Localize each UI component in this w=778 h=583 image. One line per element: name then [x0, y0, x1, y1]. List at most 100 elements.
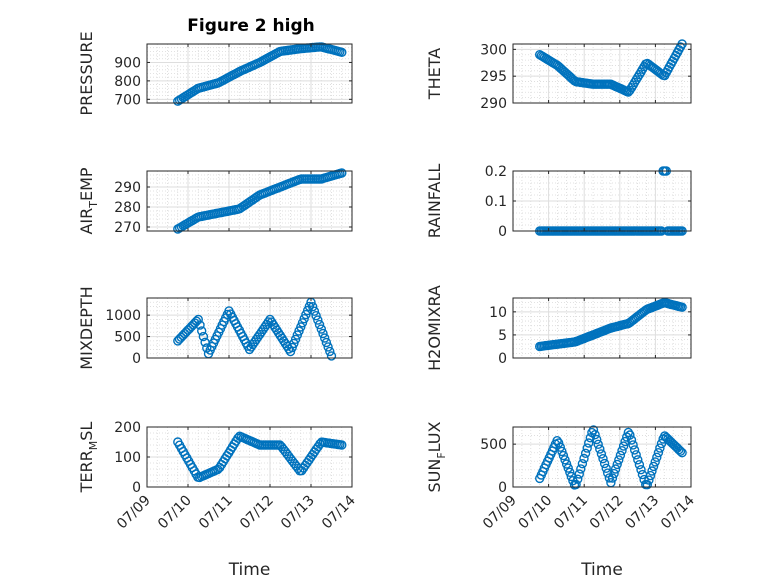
- axes-box: [146, 170, 353, 232]
- y-axis-label: TERRMSL: [77, 422, 100, 494]
- subplot-rainfall: 0 0.1 0.2 RAINFALL: [425, 164, 692, 240]
- data-point: [571, 479, 581, 490]
- y-tick-label: 290: [114, 180, 141, 196]
- y-tick-label: 295: [480, 69, 507, 85]
- x-tick-label: 07/13: [278, 493, 318, 533]
- y-axis-label: MIXDEPTH: [77, 286, 96, 369]
- y-tick-label: 200: [114, 420, 141, 436]
- data-point: [652, 452, 662, 462]
- data-point: [628, 440, 638, 450]
- y-tick-label: 0: [132, 480, 141, 496]
- y-tick-label: 5: [498, 328, 507, 344]
- y-tick-label: 0: [132, 351, 141, 367]
- data-point: [316, 324, 326, 334]
- data-point: [610, 464, 621, 474]
- data-point: [592, 434, 602, 445]
- x-axis-label: Time: [228, 560, 271, 580]
- data-point: [576, 464, 586, 474]
- data-point: [644, 475, 654, 485]
- axes-box: [146, 297, 353, 359]
- y-tick-label: 280: [114, 200, 141, 216]
- data-point: [593, 439, 603, 449]
- y-axis-label: RAINFALL: [425, 164, 444, 239]
- x-tick-label: 07/11: [551, 493, 591, 533]
- data-point: [557, 446, 567, 457]
- data-point: [573, 474, 583, 484]
- data-point: [577, 459, 588, 469]
- data-point: [612, 459, 622, 470]
- y-tick-label: 10: [489, 305, 507, 321]
- data-point: [196, 326, 207, 336]
- data-point: [653, 448, 664, 458]
- x-tick-label: 07/11: [196, 493, 236, 533]
- y-axis-label: AIRTEMP: [77, 167, 100, 234]
- y-tick-label: 0.2: [485, 164, 507, 180]
- data-point: [296, 322, 306, 332]
- data-point: [579, 453, 589, 464]
- data-point: [656, 438, 667, 449]
- y-tick-label: 100: [114, 450, 141, 466]
- x-tick-label: 07/10: [155, 493, 195, 533]
- y-axis-label: SUNFLUX: [425, 421, 448, 492]
- subplot-theta: 290 295 300 THETA: [425, 39, 692, 112]
- data-point: [674, 445, 684, 455]
- subplot-mixdepth: 0 500 1000 MIXDEPTH: [77, 286, 353, 370]
- data-point: [318, 328, 328, 339]
- data-point: [263, 317, 273, 327]
- data-point: [580, 448, 591, 458]
- data-point: [299, 314, 309, 324]
- axes-box: [146, 43, 353, 104]
- data-point: [574, 469, 584, 479]
- data-point: [195, 320, 205, 330]
- data-point: [629, 445, 640, 455]
- data-point: [595, 444, 605, 454]
- data-point: [582, 443, 592, 453]
- y-tick-label: 700: [114, 92, 141, 108]
- data-point: [588, 425, 599, 435]
- y-tick-label: 500: [114, 330, 141, 346]
- subplot-pressure: 700 800 900 PRESSURE: [77, 31, 353, 116]
- data-point: [323, 342, 333, 352]
- data-point: [645, 470, 656, 481]
- y-tick-label: 290: [480, 96, 507, 112]
- data-point: [285, 346, 296, 357]
- data-point: [655, 443, 665, 453]
- x-tick-label: 07/12: [237, 493, 277, 533]
- x-tick-label: 07/09: [480, 493, 520, 533]
- data-point: [555, 442, 565, 452]
- data-point: [618, 441, 629, 451]
- y-tick-label: 0.1: [485, 194, 507, 210]
- data-point: [626, 435, 637, 445]
- subplot-sun-flux: 0 500 SUNFLUX 07/0907/1007/1107/1207/1307/1…: [425, 421, 698, 580]
- data-point: [308, 302, 318, 312]
- data-point: [599, 458, 610, 469]
- x-tick-label: 07/09: [114, 493, 154, 533]
- data-point: [560, 455, 570, 465]
- x-tick-label: 07/12: [587, 493, 627, 533]
- data-point: [301, 309, 311, 320]
- data-point: [309, 306, 320, 316]
- data-point: [585, 433, 595, 443]
- data-point: [609, 468, 619, 479]
- data-point: [554, 438, 564, 448]
- data-point: [648, 461, 659, 472]
- data-point: [563, 463, 573, 473]
- y-axis-label: H2OMIXRA: [425, 285, 444, 371]
- data-point: [297, 318, 308, 328]
- x-tick-label: 07/13: [622, 493, 662, 533]
- data-point: [631, 450, 641, 460]
- data-point: [321, 337, 332, 348]
- data-point: [292, 330, 302, 340]
- data-point: [320, 333, 330, 343]
- y-tick-label: 1000: [105, 308, 141, 324]
- data-point: [596, 449, 607, 459]
- y-tick-label: 500: [480, 437, 507, 453]
- data-point: [313, 315, 323, 325]
- data-point: [677, 448, 687, 458]
- data-point: [625, 430, 635, 440]
- y-tick-label: 0: [498, 224, 507, 240]
- y-tick-label: 300: [480, 42, 507, 58]
- y-tick-label: 900: [114, 55, 141, 71]
- data-point: [633, 455, 643, 465]
